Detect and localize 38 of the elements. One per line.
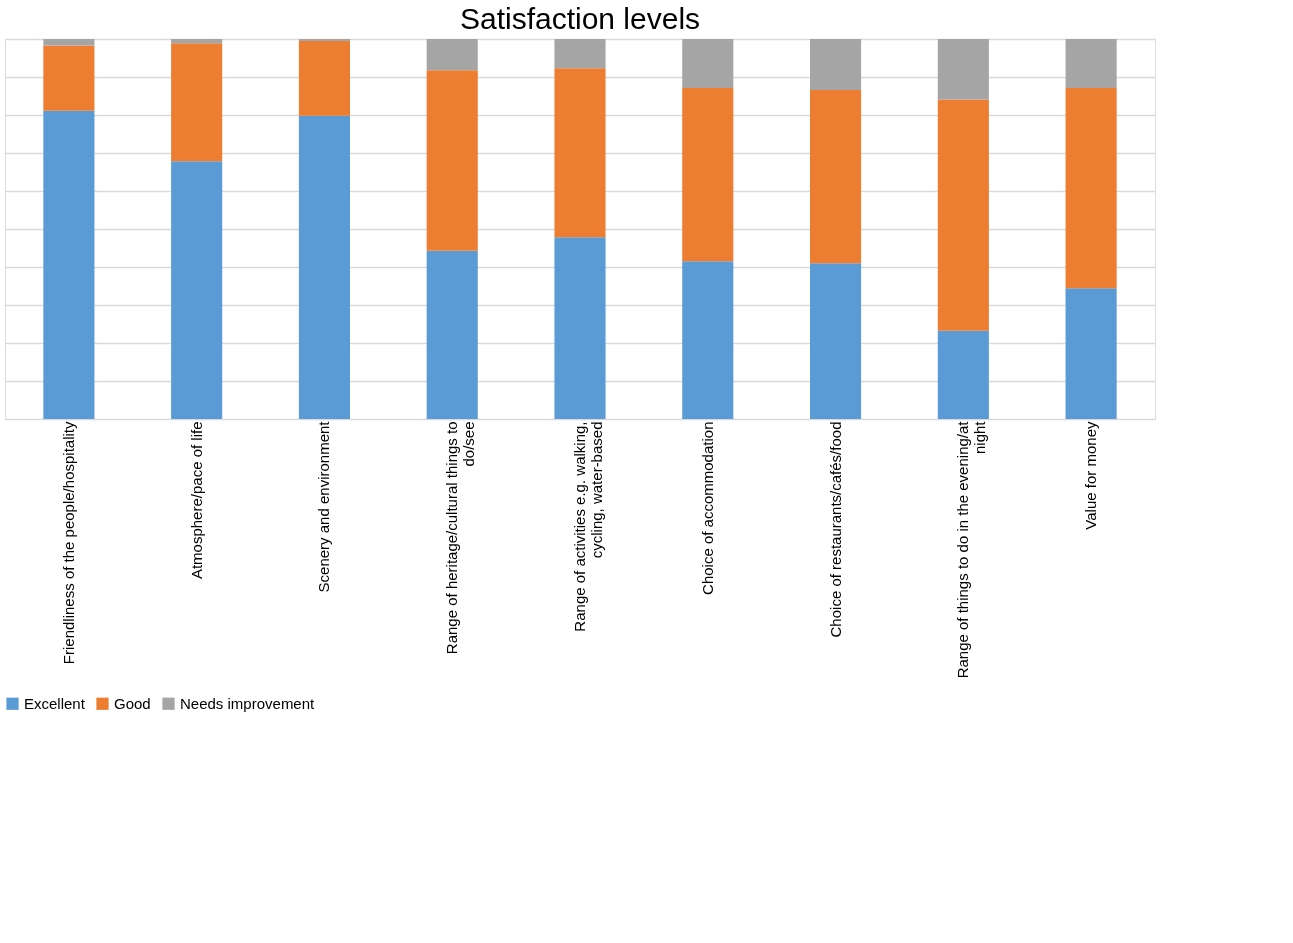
x-tick-label: Scenery and environment [315,420,333,593]
chart-title: Satisfaction levels [459,2,701,35]
bar [426,39,478,71]
x-tick-label: Range of heritage/cultural things to do/see [443,421,478,655]
bar [937,99,989,331]
bar [810,263,862,419]
bar [171,39,223,44]
bar [682,39,734,89]
x-tick-label: Range of things to do in the evening/at night [954,420,989,679]
bar [554,39,606,69]
bar [937,330,989,419]
legend-label: Needs improvement [180,694,316,712]
bar [682,261,734,419]
bar [171,161,223,419]
bar [937,39,989,100]
x-tick-label: Friendliness of the people/hospitality [59,421,77,665]
bar [43,110,95,419]
bar [1065,288,1117,419]
x-tick-label: Choice of restaurants/cafés/food [826,421,844,638]
bar [810,89,862,264]
x-tick-label: Value for money [1082,421,1100,530]
bar [554,237,606,419]
bar [1065,88,1117,289]
bar [298,115,350,419]
bar [682,88,734,262]
bar [43,45,95,111]
bar [426,70,478,251]
bar [810,39,862,90]
bar [1065,39,1117,89]
legend-label: Excellent [24,694,86,712]
bar [298,40,350,116]
bar [554,68,606,238]
bar [43,39,95,46]
bar [171,43,223,162]
x-tick-label: Atmosphere/pace of life [187,421,205,580]
legend-label: Good [114,694,151,712]
x-tick-label: Choice of accommodation [698,421,716,595]
bar [426,250,478,419]
